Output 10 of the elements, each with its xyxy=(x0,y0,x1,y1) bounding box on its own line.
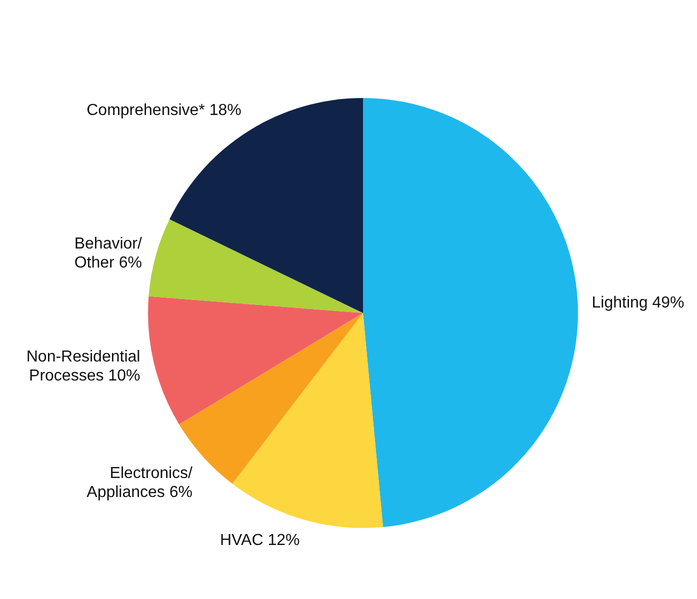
slice-label: Electronics/Appliances 6% xyxy=(86,464,194,501)
pie-slice xyxy=(232,313,384,528)
slice-label: Behavior/Other 6% xyxy=(74,236,143,272)
slice-label: Non-Residential Processes 10% xyxy=(26,348,140,384)
pie-slice xyxy=(148,296,363,424)
slice-label: HVAC 12% xyxy=(220,532,300,550)
slice-label: Comprehensive* 18% xyxy=(86,102,242,119)
pie-slice xyxy=(148,219,363,313)
slice-label: Lighting 49% xyxy=(592,294,684,312)
pie-slice xyxy=(363,98,578,528)
